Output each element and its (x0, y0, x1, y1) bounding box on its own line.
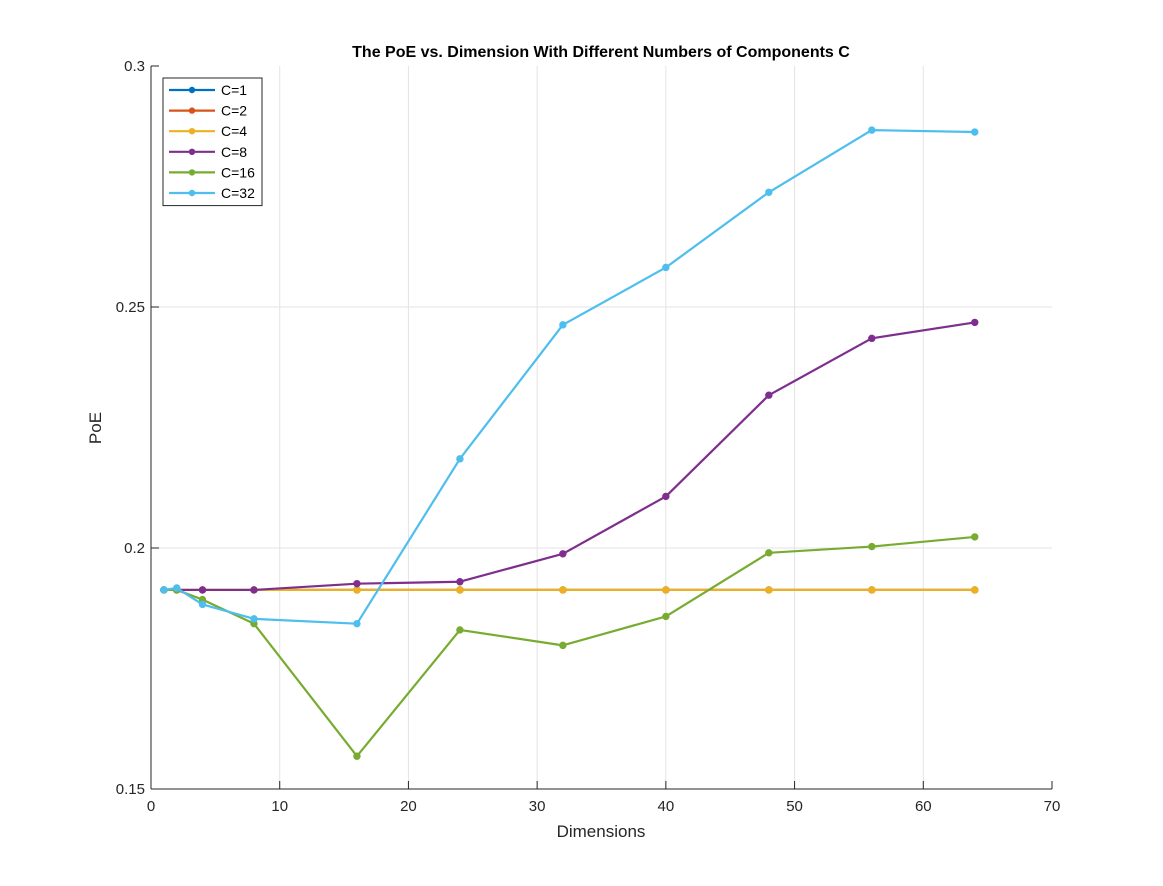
data-point-c8 (559, 550, 567, 558)
axes: 0 10 20 30 40 50 60 70 0.15 0.2 0.25 0.3 (116, 58, 1061, 815)
chart-title: The PoE vs. Dimension With Different Num… (352, 44, 850, 61)
legend-marker (188, 148, 196, 155)
data-point-c8 (868, 334, 876, 343)
legend-item: C=2 (169, 103, 247, 119)
x-axis-label: Dimensions (557, 822, 646, 841)
data-point-c8 (765, 391, 773, 399)
data-point-c4 (868, 586, 876, 594)
legend-label: C=16 (221, 164, 255, 180)
y-tick-label: 0.25 (116, 299, 145, 316)
x-tick-label: 30 (529, 798, 546, 815)
legend-label: C=32 (221, 185, 255, 201)
data-point-c32 (971, 128, 979, 136)
legend-label: C=1 (221, 82, 247, 98)
grid-lines (151, 66, 1052, 789)
y-tick-label: 0.2 (124, 540, 145, 557)
data-point-c32 (765, 188, 773, 196)
data-point-c8 (456, 578, 464, 586)
legend-item: C=8 (169, 144, 247, 160)
y-axis-label: PoE (86, 412, 105, 444)
legend-item: C=16 (169, 164, 255, 180)
data-point-c32 (559, 321, 567, 329)
data-point-c32 (662, 263, 670, 272)
legend-item: C=4 (169, 123, 247, 139)
data-point-c8 (971, 318, 979, 327)
data-point-c32 (198, 600, 207, 609)
y-tick-label: 0.3 (124, 58, 145, 75)
data-point-c4 (456, 586, 464, 594)
data-point-c4 (353, 586, 361, 594)
data-point-c32 (250, 615, 258, 623)
x-tick-label: 20 (400, 798, 417, 815)
legend: C=1 C=2 C=4 C=8 C=16 C=32 (162, 77, 263, 207)
data-point-c32 (456, 455, 464, 463)
data-point-c32 (160, 586, 168, 594)
x-tick-label: 60 (915, 798, 932, 815)
data-point-c16 (971, 533, 979, 541)
data-point-c32 (868, 126, 876, 134)
legend-label: C=8 (221, 144, 247, 160)
plot-area (151, 66, 1052, 789)
data-point-c8 (662, 492, 670, 501)
data-point-c4 (971, 586, 979, 594)
legend-marker (188, 86, 196, 94)
data-point-c4 (662, 586, 670, 594)
series-c32 (160, 126, 979, 628)
x-tick-label: 10 (271, 798, 288, 815)
data-point-c16 (559, 641, 567, 650)
legend-marker (188, 128, 196, 135)
legend-label: C=2 (221, 103, 247, 119)
data-point-c16 (868, 542, 876, 551)
legend-marker (188, 107, 196, 114)
data-point-c8 (198, 586, 207, 594)
data-point-c16 (353, 752, 361, 760)
y-tick-label: 0.15 (116, 781, 145, 798)
legend-label: C=4 (221, 123, 247, 139)
series-lines (160, 126, 979, 760)
data-point-c8 (353, 579, 361, 588)
x-tick-label: 0 (147, 798, 155, 815)
data-point-c32 (173, 584, 181, 592)
data-point-c16 (456, 626, 464, 634)
legend-marker (188, 169, 196, 176)
legend-item: C=1 (169, 82, 247, 98)
data-point-c16 (765, 549, 773, 557)
legend-item: C=32 (169, 185, 255, 201)
legend-marker (188, 189, 196, 197)
x-tick-label: 40 (658, 798, 675, 815)
data-point-c16 (662, 612, 670, 621)
x-tick-label: 50 (786, 798, 803, 815)
data-point-c4 (559, 586, 567, 594)
data-point-c32 (353, 619, 361, 628)
x-tick-label: 70 (1044, 798, 1061, 815)
data-point-c4 (765, 586, 773, 594)
data-point-c8 (250, 586, 258, 594)
legend-box (162, 77, 263, 207)
